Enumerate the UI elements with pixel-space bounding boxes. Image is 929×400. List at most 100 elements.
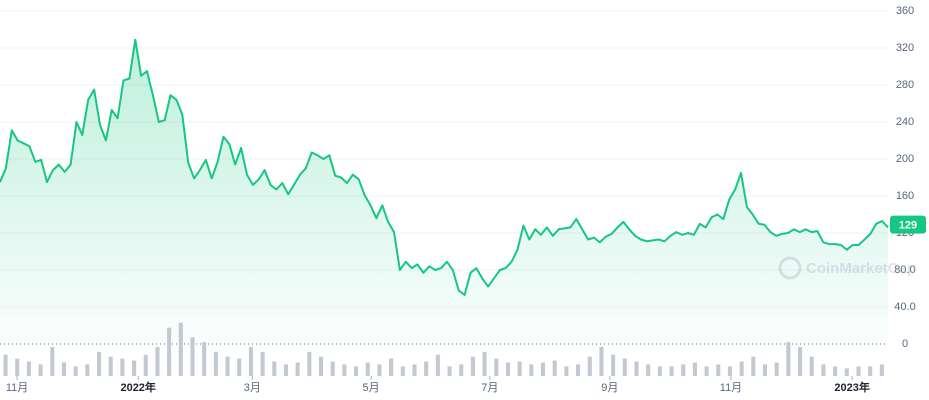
watermark-text: CoinMarketCap <box>806 260 916 277</box>
volume-bar <box>155 347 160 376</box>
volume-bar <box>704 366 709 376</box>
volume-bar <box>552 360 557 376</box>
volume-bar <box>517 361 522 376</box>
x-tick-label: 11月 <box>720 382 742 394</box>
volume-bar <box>400 366 405 376</box>
volume-bar <box>132 360 137 376</box>
volume-bar <box>587 356 592 376</box>
volume-bar <box>692 362 697 376</box>
volume-bar <box>61 362 67 376</box>
x-tick-label: 11月 <box>6 382 28 394</box>
y-tick-label: 40.0 <box>894 301 915 313</box>
volume-bar <box>494 358 499 376</box>
volume-bar <box>716 364 721 376</box>
volume-bar <box>213 351 218 376</box>
volume-bar <box>844 368 849 376</box>
price-badge-label: 129 <box>899 220 917 232</box>
watermark: CoinMarketCap <box>778 256 916 280</box>
volume-bar <box>73 366 78 376</box>
volume-bar <box>272 361 277 376</box>
volume-bar <box>330 361 335 376</box>
volume-bar <box>833 366 838 376</box>
volume-bar <box>669 366 674 376</box>
price-line <box>0 38 889 296</box>
x-tick-label: 7月 <box>481 382 498 394</box>
volume-bar <box>634 361 639 376</box>
volume-bar <box>178 322 183 376</box>
volume-bar <box>564 366 569 376</box>
volume-bar <box>3 354 8 376</box>
y-tick-label: 360 <box>896 5 914 17</box>
volume-bar <box>739 361 744 376</box>
volume-bar <box>26 361 31 376</box>
volume-bar <box>354 366 359 376</box>
x-tick-label: 2023年 <box>834 380 869 394</box>
volume-bar <box>108 356 113 376</box>
volume-bar <box>447 366 452 376</box>
volume-bar <box>85 364 90 376</box>
volume-bar <box>318 356 324 376</box>
volume-bar <box>868 366 873 376</box>
volume-bar <box>424 361 429 376</box>
volume-bar <box>237 358 242 376</box>
volume-bar <box>15 358 20 376</box>
volume-bar <box>342 364 347 376</box>
volume-bar <box>225 356 230 376</box>
volume-bar <box>681 364 686 376</box>
y-tick-label: 320 <box>896 42 914 54</box>
price-badge <box>890 215 926 234</box>
volume-bar <box>307 351 312 376</box>
volume-bar <box>470 356 475 376</box>
volume-bar <box>786 342 791 376</box>
volume-bar <box>657 366 662 376</box>
volume-bar <box>727 366 733 376</box>
volume-bar <box>540 362 546 376</box>
volume-bar <box>167 327 172 376</box>
volume-bar <box>774 362 779 376</box>
volume-bar <box>190 337 195 376</box>
volume-bar <box>377 364 382 376</box>
volume-bar <box>599 347 604 376</box>
volume-bar <box>622 358 627 376</box>
y-tick-label: 80.0 <box>894 264 915 276</box>
volume-bar <box>529 364 534 376</box>
volume-bar <box>260 351 265 376</box>
volume-bar <box>482 351 487 376</box>
volume-bar <box>295 362 300 376</box>
volume-bar <box>751 356 756 376</box>
volume-bar <box>798 347 803 376</box>
volume-bar <box>283 364 289 376</box>
x-tick-label: 3月 <box>244 382 261 394</box>
volume-bar <box>459 364 464 376</box>
volume-bar <box>120 358 125 376</box>
volume-bar <box>762 364 768 376</box>
volume-bar <box>143 354 148 376</box>
volume-bar <box>202 342 207 376</box>
volume-bar <box>505 362 511 376</box>
volume-bar <box>821 364 826 376</box>
volume-bar <box>412 364 417 376</box>
volume-bar <box>646 364 651 376</box>
volume-bar <box>856 366 861 376</box>
y-tick-label: 240 <box>896 116 914 128</box>
volume-bar <box>38 364 43 376</box>
y-tick-label: 0 <box>902 338 908 350</box>
x-tick-label: 5月 <box>363 382 380 394</box>
y-tick-label: 280 <box>896 79 914 91</box>
volume-bar <box>611 354 616 376</box>
volume-bar <box>365 362 370 376</box>
volume-bar <box>389 358 394 376</box>
x-tick-label: 2022年 <box>120 380 155 394</box>
volume-bar <box>809 356 814 376</box>
y-tick-label: 200 <box>896 153 914 165</box>
x-tick-label: 9月 <box>601 382 618 394</box>
price-area <box>0 39 888 344</box>
volume-bar <box>576 364 581 376</box>
volume-bar <box>879 364 884 376</box>
volume-bar <box>248 347 253 376</box>
y-tick-label: 160 <box>896 190 914 202</box>
volume-bar <box>50 347 55 376</box>
volume-bar <box>435 354 440 376</box>
volume-bar <box>96 351 102 376</box>
